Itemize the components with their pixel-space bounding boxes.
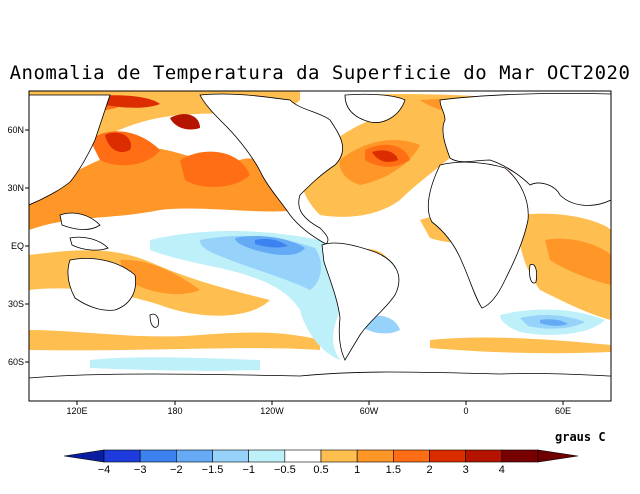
colorbar: −4 −3 −2 −1.5 −1 −0.5 0.5 1 1.5 2 3 4 [63, 449, 579, 476]
colorbar-end-low [63, 449, 105, 463]
lat-tick-label: EQ [11, 241, 24, 251]
colorbar-swatch [248, 449, 286, 463]
colorbar-swatch [103, 449, 141, 463]
lat-tick-label: 60S [8, 357, 24, 367]
colorbar-swatch [501, 449, 539, 463]
colorbar-swatch [139, 449, 177, 463]
lon-tick-label: 60W [360, 406, 379, 416]
colorbar-label: −0.5 [274, 464, 296, 476]
colorbar-swatch [356, 449, 394, 463]
lon-axis: 120E 180 120W 60W 0 60E [66, 401, 571, 416]
lon-tick-label: 120W [260, 406, 284, 416]
colorbar-label: −2 [170, 464, 183, 476]
lon-tick-label: 180 [167, 406, 182, 416]
colorbar-end-high [537, 449, 579, 463]
colorbar-units: graus C [555, 430, 606, 444]
lat-tick-label: 60N [7, 125, 24, 135]
colorbar-swatch [320, 449, 358, 463]
colorbar-swatch [284, 449, 322, 463]
continents [29, 92, 611, 401]
colorbar-label: −3 [134, 464, 147, 476]
colorbar-label: 1.5 [386, 464, 401, 476]
colorbar-label: 1 [354, 464, 360, 476]
colorbar-swatch [429, 449, 466, 463]
lon-tick-label: 60E [555, 406, 571, 416]
colorbar-label: 4 [499, 464, 505, 476]
colorbar-label: −1 [242, 464, 255, 476]
colorbar-swatch [465, 449, 503, 463]
colorbar-label: 3 [463, 464, 469, 476]
colorbar-swatch [176, 449, 213, 463]
lat-axis: 60N 30N EQ 30S 60S [7, 125, 29, 367]
colorbar-label: 2 [426, 464, 432, 476]
colorbar-label: −4 [98, 464, 111, 476]
lon-tick-label: 0 [463, 406, 468, 416]
colorbar-label: 0.5 [313, 464, 328, 476]
colorbar-swatch [212, 449, 249, 463]
lat-tick-label: 30N [7, 183, 24, 193]
lat-tick-label: 30S [8, 299, 24, 309]
colorbar-label: −1.5 [202, 464, 224, 476]
lon-tick-label: 120E [66, 406, 87, 416]
colorbar-swatch [393, 449, 430, 463]
map-title: Anomalia de Temperatura da Superficie do… [9, 62, 631, 84]
